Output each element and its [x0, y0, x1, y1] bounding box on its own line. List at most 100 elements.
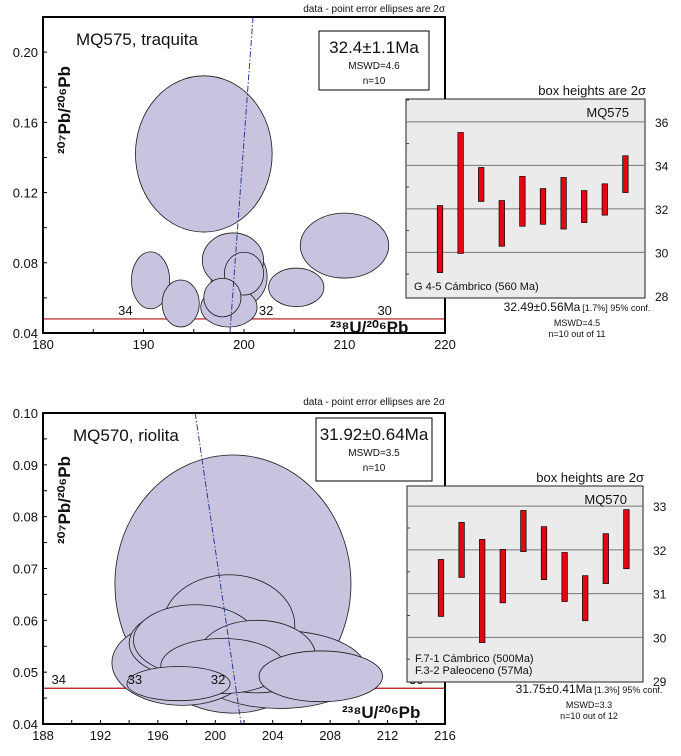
age-bar-plot-3: 29 30 31 32 33 MQ570 box heights are 2σ F.7-1 C… — [406, 470, 667, 721]
y-tick-label: 0.09 — [13, 458, 38, 473]
ellipse-note: data - point error ellipses are 2σ — [303, 4, 446, 15]
summary-percent: [1.7%] 95% conf. — [582, 303, 650, 313]
y-tick-label: 0.20 — [13, 45, 38, 60]
x-tick-label: 196 — [147, 728, 169, 743]
age-bar-3 — [498, 200, 505, 247]
y-tick-label: 33 — [653, 500, 667, 514]
x-tick-label: 210 — [334, 337, 356, 352]
sample-label: MQ575 — [586, 105, 629, 120]
summary-percent: [1.3%] 95% conf. — [594, 685, 662, 695]
y-tick-label: 34 — [655, 159, 669, 173]
y-axis-label: ²⁰⁷Pb/²⁰⁶Pb — [55, 66, 74, 154]
age-bar-6 — [560, 177, 567, 230]
y-tick-label: 32 — [653, 544, 667, 558]
y-tick-label: 0.04 — [13, 326, 38, 341]
reference-line — [229, 17, 254, 333]
concordia-age-label: 30 — [377, 303, 391, 318]
x-axis-label: ²³⁸U/²⁰⁶Pb — [330, 318, 408, 337]
error-ellipse-3 — [131, 251, 171, 310]
age-bar-2 — [479, 539, 486, 643]
result-age: 32.4±1.1Ma — [329, 38, 419, 57]
result-age: 31.92±0.64Ma — [320, 425, 429, 444]
y-tick-label: 0.06 — [13, 613, 38, 628]
error-ellipse-1 — [299, 212, 390, 279]
concordia-age-label: 34 — [52, 672, 66, 687]
x-tick-label: 180 — [32, 337, 54, 352]
age-bar-4 — [519, 176, 526, 227]
age-bar-0 — [436, 205, 444, 273]
y-tick-label: 32 — [655, 203, 669, 217]
age-bar-7 — [582, 575, 589, 622]
result-box — [315, 417, 433, 482]
age-bar-4 — [520, 510, 527, 552]
age-bar-3 — [499, 549, 506, 604]
summary-age: 32.49±0.56Ma — [504, 300, 581, 314]
error-ellipse-4 — [161, 279, 200, 328]
y-tick-label: 0.16 — [13, 115, 38, 130]
y-tick-label: 0.12 — [13, 186, 38, 201]
y-tick-label: 0.08 — [13, 256, 38, 271]
x-tick-label: 188 — [32, 728, 54, 743]
summary-n: n=10 out of 11 — [548, 329, 605, 339]
plot-area: 34 32 30 — [43, 17, 445, 333]
age-bar-0 — [437, 559, 445, 617]
sample-label: MQ570 — [584, 492, 627, 507]
box-heights-note: box heights are 2σ — [538, 83, 646, 98]
result-n: n=10 — [363, 76, 386, 87]
y-tick-label: 0.05 — [13, 665, 38, 680]
x-tick-label: 192 — [90, 728, 112, 743]
error-ellipse-9 — [203, 277, 242, 318]
error-ellipse-0 — [135, 75, 273, 233]
legend-entry: F.7-1 Cámbrico (500Ma) — [415, 653, 534, 665]
y-tick-label: 0.08 — [13, 510, 38, 525]
result-box — [318, 30, 430, 91]
y-tick-label: 0.10 — [13, 406, 38, 421]
summary-line: 31.75±0.41Ma [1.3%] 95% conf. — [516, 682, 663, 696]
y-tick-label: 31 — [653, 588, 667, 602]
legend-entry: F.3-2 Paleoceno (57Ma) — [415, 665, 532, 677]
concordia-age-label: 33 — [128, 672, 142, 687]
x-tick-label: 220 — [434, 337, 456, 352]
summary-mswd: MSWD=3.3 — [566, 700, 612, 710]
age-bar-8 — [601, 183, 608, 216]
result-mswd: MSWD=3.5 — [348, 448, 400, 459]
y-tick-label: 29 — [653, 675, 667, 689]
summary-mswd: MSWD=4.5 — [554, 318, 600, 328]
age-bar-9 — [622, 155, 629, 193]
y-tick-label: 28 — [655, 290, 669, 304]
plot-title: MQ575, traquita — [76, 30, 198, 49]
age-bar-8 — [602, 533, 609, 584]
y-tick-label: 36 — [655, 116, 669, 130]
y-tick-label: 0.07 — [13, 562, 38, 577]
plot-title: MQ570, riolita — [73, 426, 179, 445]
age-bar-6 — [561, 552, 568, 602]
y-tick-label: 30 — [653, 631, 667, 645]
summary-age: 31.75±0.41Ma — [516, 682, 593, 696]
error-ellipse-9 — [258, 650, 383, 703]
concordia-age-label: 32 — [259, 303, 273, 318]
x-tick-label: 204 — [262, 728, 284, 743]
x-tick-label: 200 — [204, 728, 226, 743]
age-bar-2 — [478, 167, 485, 202]
box-heights-note: box heights are 2σ — [536, 470, 644, 485]
result-n: n=10 — [363, 463, 386, 474]
y-tick-label: 30 — [655, 246, 669, 260]
summary-n: n=10 out of 12 — [560, 711, 618, 721]
error-ellipse-2 — [268, 267, 325, 308]
x-tick-label: 200 — [233, 337, 255, 352]
age-bar-1 — [457, 132, 464, 254]
age-bar-plot-1: 28 30 32 34 36 MQ575 box heights are 2σ G 4-5 C… — [405, 83, 669, 339]
concordia-plot-0: 34 32 30 180 190 200 210 220 0.04 0.08 0.12 0.16 0.2… — [13, 4, 456, 352]
age-bar-5 — [540, 526, 548, 580]
concordia-age-label: 34 — [118, 303, 132, 318]
age-bar-1 — [458, 521, 465, 578]
x-tick-label: 208 — [319, 728, 341, 743]
plot-area: 34333230 — [43, 413, 445, 724]
x-tick-label: 190 — [133, 337, 155, 352]
concordia-plot-2: 343332301881921962002042082122160.040.05… — [13, 397, 456, 743]
y-axis-label: ²⁰⁷Pb/²⁰⁶Pb — [55, 456, 74, 544]
x-tick-label: 212 — [377, 728, 399, 743]
summary-line: 32.49±0.56Ma [1.7%] 95% conf. — [504, 300, 651, 314]
age-bar-9 — [623, 509, 630, 570]
